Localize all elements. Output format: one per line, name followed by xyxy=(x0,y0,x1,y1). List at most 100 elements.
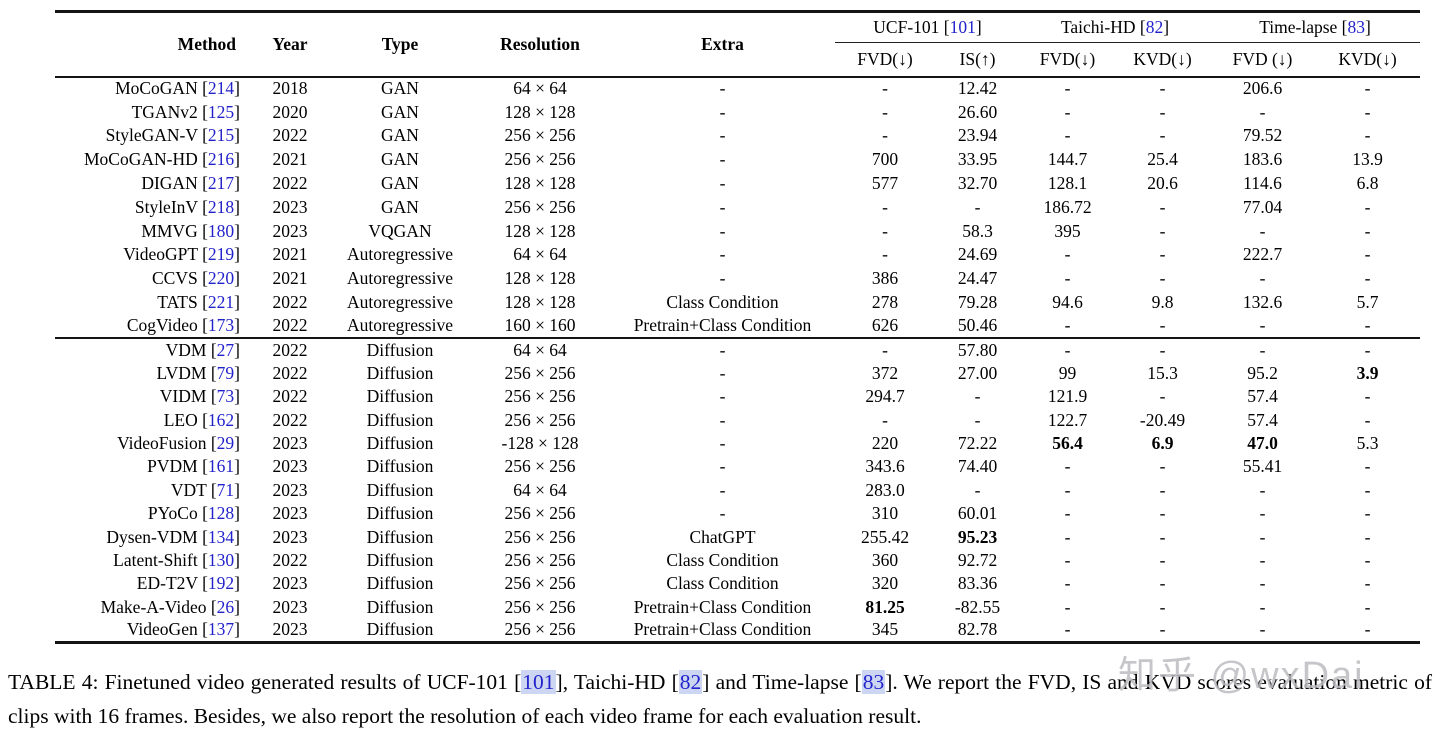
resolution-cell: 256 × 256 xyxy=(504,409,576,430)
metric-header-timelapse-fvd: FVD (↓) xyxy=(1232,48,1293,69)
year-cell: 2022 xyxy=(272,173,308,194)
metric-header-ucf-fvd: FVD(↓) xyxy=(857,48,913,69)
method-cell: MoCoGAN [214] xyxy=(115,78,240,99)
metric-value-cell: 294.7 xyxy=(865,386,905,407)
citation-link[interactable]: [125] xyxy=(202,101,240,122)
metric-value-cell: - xyxy=(1159,549,1166,570)
citation-link[interactable]: [83] xyxy=(1341,17,1371,37)
citation-link[interactable]: [128] xyxy=(202,503,240,524)
extra-cell: - xyxy=(719,433,726,454)
citation-link[interactable]: [217] xyxy=(202,173,240,194)
metric-value-cell: - xyxy=(1159,526,1166,547)
metric-value-cell: - xyxy=(1259,573,1266,594)
citation-link[interactable]: [137] xyxy=(202,619,240,640)
metric-value-cell: - xyxy=(1159,503,1166,524)
citation-link[interactable]: [134] xyxy=(202,526,240,547)
metric-value-cell: 345 xyxy=(871,619,899,640)
metric-value-cell: 74.40 xyxy=(957,456,998,477)
metric-value-cell: - xyxy=(1364,196,1371,217)
citation-link[interactable]: [162] xyxy=(202,409,240,430)
table-row: LVDM [79] 2022 Diffusion 256 × 256 - 372 27.00… xyxy=(55,362,1420,385)
metric-value-cell: - xyxy=(1364,619,1371,640)
citation-link[interactable]: [27] xyxy=(210,339,240,360)
citation-link[interactable]: [173] xyxy=(202,315,240,336)
citation-link[interactable]: [219] xyxy=(202,244,240,265)
metric-value-cell: 626 xyxy=(871,315,899,336)
metric-value-cell: 92.72 xyxy=(957,549,998,570)
extra-cell: - xyxy=(719,268,726,289)
method-cell: MMVG [180] xyxy=(141,220,240,241)
citation-link[interactable]: [82] xyxy=(671,670,710,694)
metric-value-cell: 121.9 xyxy=(1047,386,1088,407)
metric-value-cell: - xyxy=(1064,78,1071,99)
resolution-cell: 256 × 256 xyxy=(504,196,576,217)
type-cell: GAN xyxy=(381,125,419,146)
citation-link[interactable]: [221] xyxy=(202,292,240,313)
metric-value-cell: -82.55 xyxy=(954,596,1001,617)
citation-link[interactable]: [218] xyxy=(202,196,240,217)
citation-link[interactable]: [101] xyxy=(943,17,982,37)
metric-value-cell: 57.4 xyxy=(1247,409,1278,430)
year-cell: 2018 xyxy=(272,78,308,99)
metric-value-cell: 72.22 xyxy=(957,433,998,454)
metric-value-cell: 25.4 xyxy=(1147,149,1178,170)
citation-link[interactable]: [83] xyxy=(854,670,893,694)
metric-value-cell: 283.0 xyxy=(865,479,905,500)
year-cell: 2022 xyxy=(272,315,308,336)
resolution-cell: 64 × 64 xyxy=(513,78,567,99)
metric-value-cell: 700 xyxy=(871,149,899,170)
metric-value-cell: - xyxy=(882,101,888,122)
metric-value-cell: - xyxy=(1364,125,1371,146)
metric-value-cell: - xyxy=(1364,220,1371,241)
metric-value-cell: - xyxy=(1159,220,1166,241)
metric-value-cell: 60.01 xyxy=(957,503,998,524)
type-cell: Autoregressive xyxy=(347,315,453,336)
citation-link[interactable]: [73] xyxy=(210,386,240,407)
metric-value-cell: 99 xyxy=(1058,362,1077,383)
extra-cell: - xyxy=(719,149,726,170)
citation-link[interactable]: [82] xyxy=(1139,17,1170,37)
citation-link[interactable]: [130] xyxy=(202,549,240,570)
extra-cell: - xyxy=(719,78,726,99)
metric-value-cell: 23.94 xyxy=(957,125,998,146)
metric-value-cell: - xyxy=(1064,244,1071,265)
metric-value-cell: 220 xyxy=(871,433,899,454)
dataset-name: Time-lapse xyxy=(1259,17,1338,37)
results-table: Method Year Type Resolution Extra UCF-10… xyxy=(55,10,1421,644)
citation-link[interactable]: [214] xyxy=(202,78,240,99)
resolution-cell: 128 × 128 xyxy=(504,292,576,313)
method-cell: PYoCo [128] xyxy=(147,503,240,524)
citation-link[interactable]: [180] xyxy=(202,220,240,241)
metric-value-cell: - xyxy=(1159,339,1166,360)
citation-link[interactable]: [215] xyxy=(202,125,240,146)
metric-value-cell: - xyxy=(882,409,888,430)
extra-cell: Pretrain+Class Condition xyxy=(633,619,812,640)
citation-link[interactable]: [216] xyxy=(202,149,240,170)
metric-value-cell: - xyxy=(1064,573,1071,594)
citation-link[interactable]: [161] xyxy=(202,456,240,477)
citation-link[interactable]: [101] xyxy=(514,670,563,694)
metric-value-cell: 395 xyxy=(1054,220,1081,241)
extra-cell: - xyxy=(719,101,726,122)
extra-cell: ChatGPT xyxy=(689,526,756,547)
citation-link[interactable]: [26] xyxy=(210,596,240,617)
citation-link[interactable]: [220] xyxy=(202,268,240,289)
citation-link[interactable]: [29] xyxy=(210,433,240,454)
resolution-cell: 128 × 128 xyxy=(504,101,576,122)
year-cell: 2021 xyxy=(272,149,308,170)
citation-link[interactable]: [192] xyxy=(202,573,240,594)
citation-link[interactable]: [71] xyxy=(210,479,240,500)
resolution-cell: 256 × 256 xyxy=(504,573,576,594)
extra-cell: - xyxy=(719,456,726,477)
type-cell: Diffusion xyxy=(366,573,434,594)
method-cell: LVDM [79] xyxy=(156,362,240,383)
metric-value-cell: - xyxy=(1064,268,1071,289)
resolution-cell: 128 × 128 xyxy=(504,220,576,241)
metric-value-cell: 24.69 xyxy=(957,244,998,265)
metric-value-cell: - xyxy=(1064,503,1071,524)
metric-value-cell: - xyxy=(882,339,888,360)
extra-cell: Pretrain+Class Condition xyxy=(633,596,812,617)
method-cell: StyleGAN-V [215] xyxy=(105,125,240,146)
metric-header-ucf-is: IS(↑) xyxy=(959,48,996,69)
citation-link[interactable]: [79] xyxy=(210,362,240,383)
